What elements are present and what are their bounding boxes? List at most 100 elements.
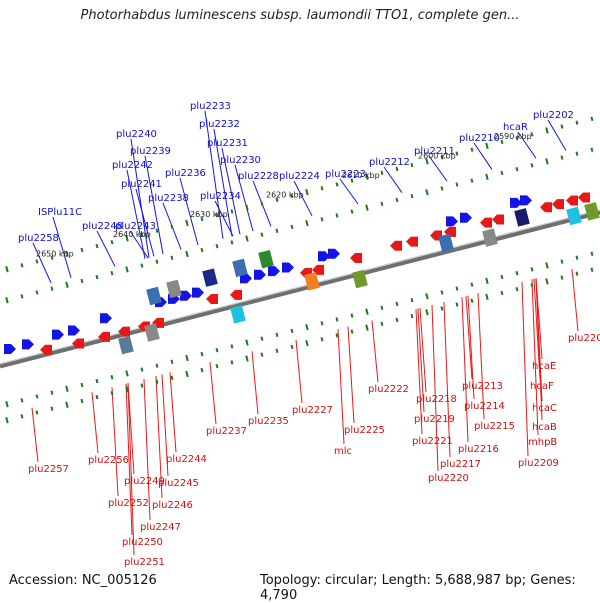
callout-line-reverse [347, 326, 355, 424]
gene-label-reverse: plu2221 [412, 436, 453, 447]
tick-mark [290, 344, 294, 350]
tick-mark [215, 244, 219, 249]
tick-mark [590, 267, 594, 273]
gene-label-reverse: plu2235 [248, 416, 289, 427]
tick-mark [200, 351, 204, 357]
callout-line-forward [221, 147, 241, 235]
callout-line-reverse [465, 296, 473, 380]
callout-line-reverse [467, 295, 475, 400]
tick-mark [170, 375, 174, 380]
gene-label-reverse: plu2217 [440, 459, 481, 470]
tick-mark [410, 313, 414, 319]
gene-label-forward: plu2241 [121, 179, 162, 190]
gene-label-forward: plu2243 [115, 221, 156, 232]
reverse-gene-arrow [566, 195, 578, 206]
tick-mark [185, 354, 189, 362]
expression-box [166, 279, 182, 299]
kbp-label: 2640 kbp [113, 230, 151, 239]
tick-mark [350, 178, 354, 183]
forward-gene-arrow [100, 313, 112, 324]
reverse-gene-arrow [444, 226, 456, 237]
tick-mark [485, 293, 489, 301]
tick-mark [305, 339, 309, 347]
tick-mark [200, 216, 204, 222]
tick-mark [530, 132, 534, 137]
gene-label-forward: plu2234 [200, 191, 241, 202]
reverse-gene-arrow [540, 202, 552, 213]
callout-line-reverse [533, 278, 541, 380]
gene-label-reverse: plu2225 [344, 425, 385, 436]
forward-gene-arrow [318, 251, 330, 262]
tick-mark [245, 235, 249, 242]
callout-line-forward [517, 131, 537, 159]
expression-box [144, 323, 160, 342]
tick-mark [500, 290, 504, 296]
reverse-gene-arrow [350, 253, 362, 264]
gene-label-reverse: plu2227 [292, 405, 333, 416]
tick-marks [5, 116, 594, 424]
tick-mark [590, 147, 594, 153]
callout-line-reverse [477, 293, 485, 420]
tick-mark [305, 219, 309, 227]
callout-line-forward [339, 178, 359, 205]
tick-mark [185, 250, 189, 258]
gene-label-forward: plu2236 [165, 168, 206, 179]
reverse-gene-arrow [492, 214, 504, 225]
gene-label-forward: plu2258 [18, 233, 59, 244]
tick-mark [110, 391, 114, 396]
tick-mark [425, 309, 429, 316]
tick-mark [260, 201, 264, 206]
reverse-gene-arrow [406, 236, 418, 247]
tick-mark [185, 370, 189, 378]
forward-gene-arrow [446, 216, 458, 227]
callout-line-reverse [535, 278, 543, 360]
tick-mark [335, 317, 339, 322]
gene-label-reverse: plu2214 [464, 401, 505, 412]
callout-line-reverse [127, 383, 135, 556]
gene-label-forward: plu2248 [82, 221, 123, 232]
tick-mark [590, 251, 594, 257]
tick-mark [470, 147, 474, 152]
tick-mark [110, 271, 114, 276]
reverse-gene-arrow [98, 331, 110, 342]
gene-label-forward: plu2224 [279, 171, 320, 182]
tick-mark [170, 224, 174, 229]
tick-mark [125, 266, 129, 273]
tick-mark [110, 240, 114, 245]
tick-mark [395, 317, 399, 323]
gene-label-reverse: plu2245 [158, 478, 199, 489]
reverse-gene-arrow [390, 240, 402, 251]
map-title: Photorhabdus luminescens subsp. laumondi… [80, 8, 520, 23]
callout-line-forward [383, 166, 403, 193]
callout-line-forward [135, 188, 155, 257]
forward-gene-arrow [22, 339, 34, 350]
kbp-labels: 2650 kbp 2640 kbp 2630 kbp 2620 kbp 2610 kbp… [36, 132, 532, 259]
tick-mark [560, 155, 564, 160]
genome-summary: Topology: circular; Length: 5,688,987 bp… [260, 573, 576, 603]
callout-line-reverse [371, 320, 379, 383]
gene-label-reverse: mhpB [528, 437, 557, 448]
gene-label-forward: plu2238 [148, 193, 189, 204]
tick-mark [320, 337, 324, 342]
gene-label-reverse: plu2222 [368, 384, 409, 395]
callout-line-forward [293, 180, 313, 217]
tick-mark [275, 197, 279, 203]
tick-mark [125, 235, 129, 242]
expression-box [118, 335, 134, 355]
tick-mark [305, 323, 309, 331]
tick-mark [110, 375, 114, 380]
tick-mark [80, 398, 84, 404]
expression-box [146, 286, 162, 306]
tick-mark [380, 170, 384, 176]
tick-mark [290, 328, 294, 334]
tick-mark [170, 255, 174, 260]
tick-mark [65, 281, 69, 288]
callout-line-forward [52, 216, 72, 278]
gene-label-forward: plu2202 [533, 110, 574, 121]
tick-mark [200, 247, 204, 253]
tick-mark [5, 401, 9, 408]
tick-mark [500, 170, 504, 176]
tick-mark [230, 360, 234, 365]
kbp-label: 2600 kbp [418, 152, 456, 161]
tick-mark [350, 209, 354, 214]
